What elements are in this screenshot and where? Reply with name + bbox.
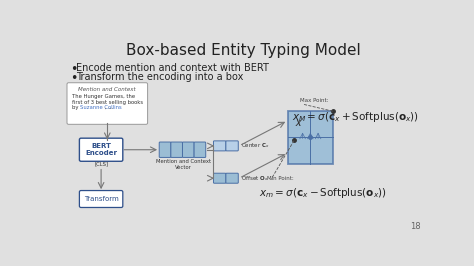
Text: Max Point:: Max Point: [300, 98, 328, 103]
Text: $\mathcal{x}$: $\mathcal{x}$ [294, 116, 303, 129]
FancyBboxPatch shape [171, 142, 182, 157]
Text: The Hunger Games, the: The Hunger Games, the [73, 94, 136, 99]
FancyBboxPatch shape [67, 83, 147, 124]
Text: Transform: Transform [84, 196, 118, 202]
Text: , ...: , ... [105, 105, 113, 110]
Bar [288, 111, 333, 164]
Text: $x_M = \sigma(\mathbf{c}_x + \mathrm{Softplus}(\mathbf{o}_x))$: $x_M = \sigma(\mathbf{c}_x + \mathrm{Sof… [292, 110, 419, 124]
FancyBboxPatch shape [226, 141, 238, 151]
Text: Min Point:: Min Point: [267, 176, 294, 181]
FancyBboxPatch shape [213, 173, 226, 183]
Text: Offset $\mathbf{O}_x$: Offset $\mathbf{O}_x$ [241, 174, 269, 183]
FancyBboxPatch shape [159, 142, 171, 157]
Text: $x_m = \sigma(\mathbf{c}_x - \mathrm{Softplus}(\mathbf{o}_x))$: $x_m = \sigma(\mathbf{c}_x - \mathrm{Sof… [259, 186, 387, 200]
Text: Transform the encoding into a box: Transform the encoding into a box [76, 72, 244, 82]
FancyBboxPatch shape [194, 142, 206, 157]
Text: •: • [70, 63, 77, 76]
FancyBboxPatch shape [213, 141, 226, 151]
Text: •: • [70, 72, 77, 85]
FancyBboxPatch shape [80, 138, 123, 161]
Text: 18: 18 [410, 222, 420, 231]
Text: by: by [73, 105, 81, 110]
Text: Mention and Context: Mention and Context [79, 87, 136, 92]
FancyBboxPatch shape [80, 190, 123, 207]
Text: Box-based Entity Typing Model: Box-based Entity Typing Model [126, 43, 360, 58]
Text: [CLS]: [CLS] [94, 161, 108, 166]
Text: BERT
Encoder: BERT Encoder [85, 143, 117, 156]
Text: Encode mention and context with BERT: Encode mention and context with BERT [76, 63, 269, 73]
FancyBboxPatch shape [226, 173, 238, 183]
Text: Suzanne Collins: Suzanne Collins [80, 105, 122, 110]
Text: Mention and Context
Vector: Mention and Context Vector [155, 159, 211, 170]
Text: Center $\mathbf{C}_x$: Center $\mathbf{C}_x$ [241, 142, 270, 150]
FancyBboxPatch shape [182, 142, 194, 157]
Text: first of 3 best selling books: first of 3 best selling books [73, 100, 144, 105]
